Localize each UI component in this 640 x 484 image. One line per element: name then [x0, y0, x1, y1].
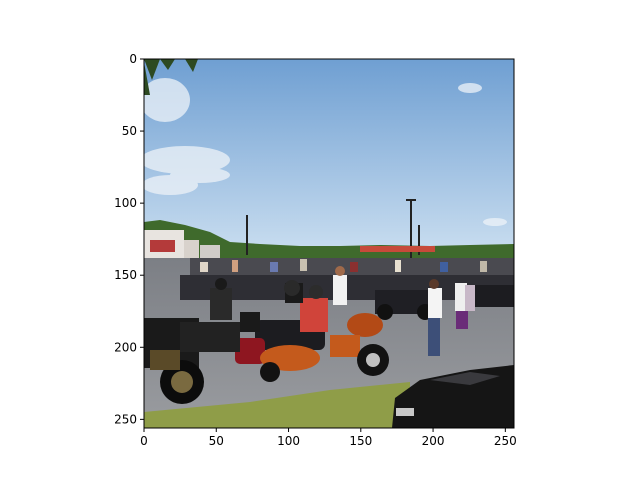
x-tick-label: 100	[277, 434, 300, 448]
grass	[144, 382, 410, 428]
y-tick-label: 250	[114, 412, 137, 426]
y-axis: 0 50 100 150 200 250	[114, 52, 144, 426]
photo-image	[144, 59, 514, 428]
axes-frame	[143, 58, 515, 429]
distant-building	[360, 246, 435, 252]
y-tick-label: 0	[129, 52, 137, 66]
black-car	[392, 365, 514, 428]
y-tick-label: 150	[114, 268, 137, 282]
people	[210, 266, 475, 356]
y-tick-label: 100	[114, 196, 137, 210]
midground-bikes	[375, 285, 514, 320]
x-tick-label: 0	[140, 434, 148, 448]
y-tick-label: 50	[122, 124, 137, 138]
clouds	[144, 78, 507, 226]
x-tick-label: 50	[209, 434, 224, 448]
touring-motorcycle	[235, 280, 389, 382]
x-axis: 0 50 100 150 200 250	[140, 428, 517, 448]
x-tick-label: 200	[422, 434, 445, 448]
palm-leaves	[144, 59, 198, 95]
left-motorcycle	[144, 312, 260, 404]
y-tick-label: 200	[114, 340, 137, 354]
x-tick-label: 250	[494, 434, 517, 448]
x-tick-label: 150	[349, 434, 372, 448]
